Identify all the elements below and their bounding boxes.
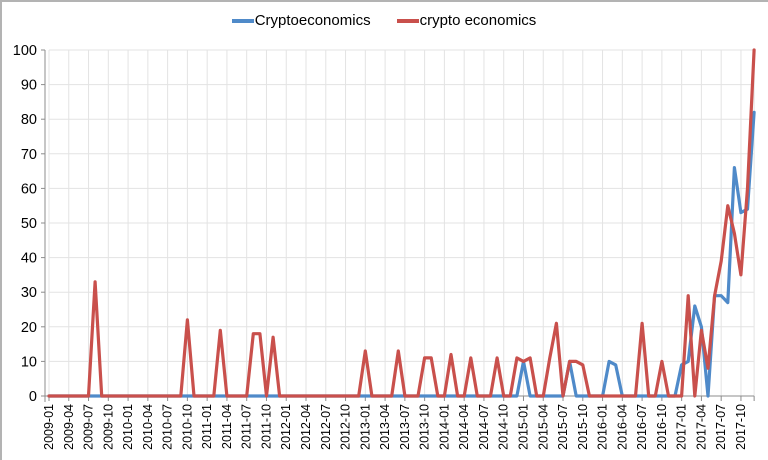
- svg-text:2013-01: 2013-01: [358, 404, 372, 450]
- svg-text:2009-10: 2009-10: [101, 404, 115, 450]
- svg-text:100: 100: [13, 43, 37, 59]
- data-series-lines: [47, 48, 756, 398]
- svg-text:2017-01: 2017-01: [675, 404, 689, 450]
- svg-text:2016-10: 2016-10: [655, 404, 669, 450]
- svg-text:70: 70: [21, 147, 37, 163]
- legend-item-crypto-economics[interactable]: crypto economics: [396, 12, 537, 29]
- svg-text:2010-01: 2010-01: [121, 404, 135, 450]
- svg-text:90: 90: [21, 78, 37, 94]
- svg-text:2014-10: 2014-10: [497, 404, 511, 450]
- svg-text:2016-01: 2016-01: [596, 404, 610, 450]
- svg-text:2009-01: 2009-01: [42, 404, 56, 450]
- svg-text:2012-01: 2012-01: [279, 404, 293, 450]
- legend-item-cryptoeconomics[interactable]: Cryptoeconomics: [231, 12, 371, 29]
- svg-text:2015-10: 2015-10: [576, 404, 590, 450]
- svg-text:2013-07: 2013-07: [398, 404, 412, 450]
- svg-text:2013-04: 2013-04: [378, 404, 392, 450]
- svg-text:60: 60: [21, 181, 37, 197]
- svg-text:2017-07: 2017-07: [714, 404, 728, 450]
- legend-swatch-red-icon: [396, 18, 419, 23]
- svg-text:10: 10: [21, 354, 37, 370]
- x-axis-tick-labels: 2009-01 2009-04 2009-07 2009-10 2010-01 2010-…: [42, 404, 748, 450]
- svg-text:0: 0: [29, 389, 37, 405]
- svg-text:80: 80: [21, 112, 37, 128]
- svg-text:2017-10: 2017-10: [734, 404, 748, 450]
- svg-text:2011-10: 2011-10: [259, 404, 273, 449]
- svg-text:2011-04: 2011-04: [220, 404, 234, 449]
- legend-label: crypto economics: [419, 12, 537, 29]
- y-axis-tick-labels: 0 10 20 30 40 50 60 70 80 90 100: [13, 43, 37, 405]
- svg-text:20: 20: [21, 320, 37, 336]
- svg-text:2014-04: 2014-04: [457, 404, 471, 450]
- svg-text:2012-07: 2012-07: [319, 404, 333, 450]
- svg-text:2009-07: 2009-07: [82, 404, 96, 450]
- svg-text:2016-04: 2016-04: [615, 404, 629, 450]
- svg-text:2015-04: 2015-04: [536, 404, 550, 450]
- svg-text:2010-07: 2010-07: [161, 404, 175, 450]
- svg-text:2015-07: 2015-07: [556, 404, 570, 450]
- svg-text:2014-01: 2014-01: [437, 404, 451, 450]
- svg-text:2017-04: 2017-04: [694, 404, 708, 450]
- svg-text:2014-07: 2014-07: [477, 404, 491, 450]
- svg-text:2011-01: 2011-01: [200, 404, 214, 449]
- svg-text:2010-04: 2010-04: [141, 404, 155, 450]
- svg-text:40: 40: [21, 251, 37, 267]
- svg-text:2010-10: 2010-10: [180, 404, 194, 450]
- svg-text:2012-10: 2012-10: [339, 404, 353, 450]
- gridlines: [48, 49, 755, 396]
- svg-text:2009-04: 2009-04: [62, 404, 76, 450]
- chart-legend: Cryptoeconomics crypto economics: [0, 12, 768, 29]
- legend-swatch-blue-icon: [231, 18, 254, 23]
- svg-text:2015-01: 2015-01: [516, 404, 530, 450]
- svg-text:30: 30: [21, 285, 37, 301]
- legend-label: Cryptoeconomics: [254, 12, 371, 29]
- svg-text:2012-04: 2012-04: [299, 404, 313, 450]
- svg-text:2011-07: 2011-07: [240, 404, 254, 449]
- svg-text:2013-10: 2013-10: [418, 404, 432, 450]
- svg-text:2016-07: 2016-07: [635, 404, 649, 450]
- svg-text:50: 50: [21, 216, 37, 232]
